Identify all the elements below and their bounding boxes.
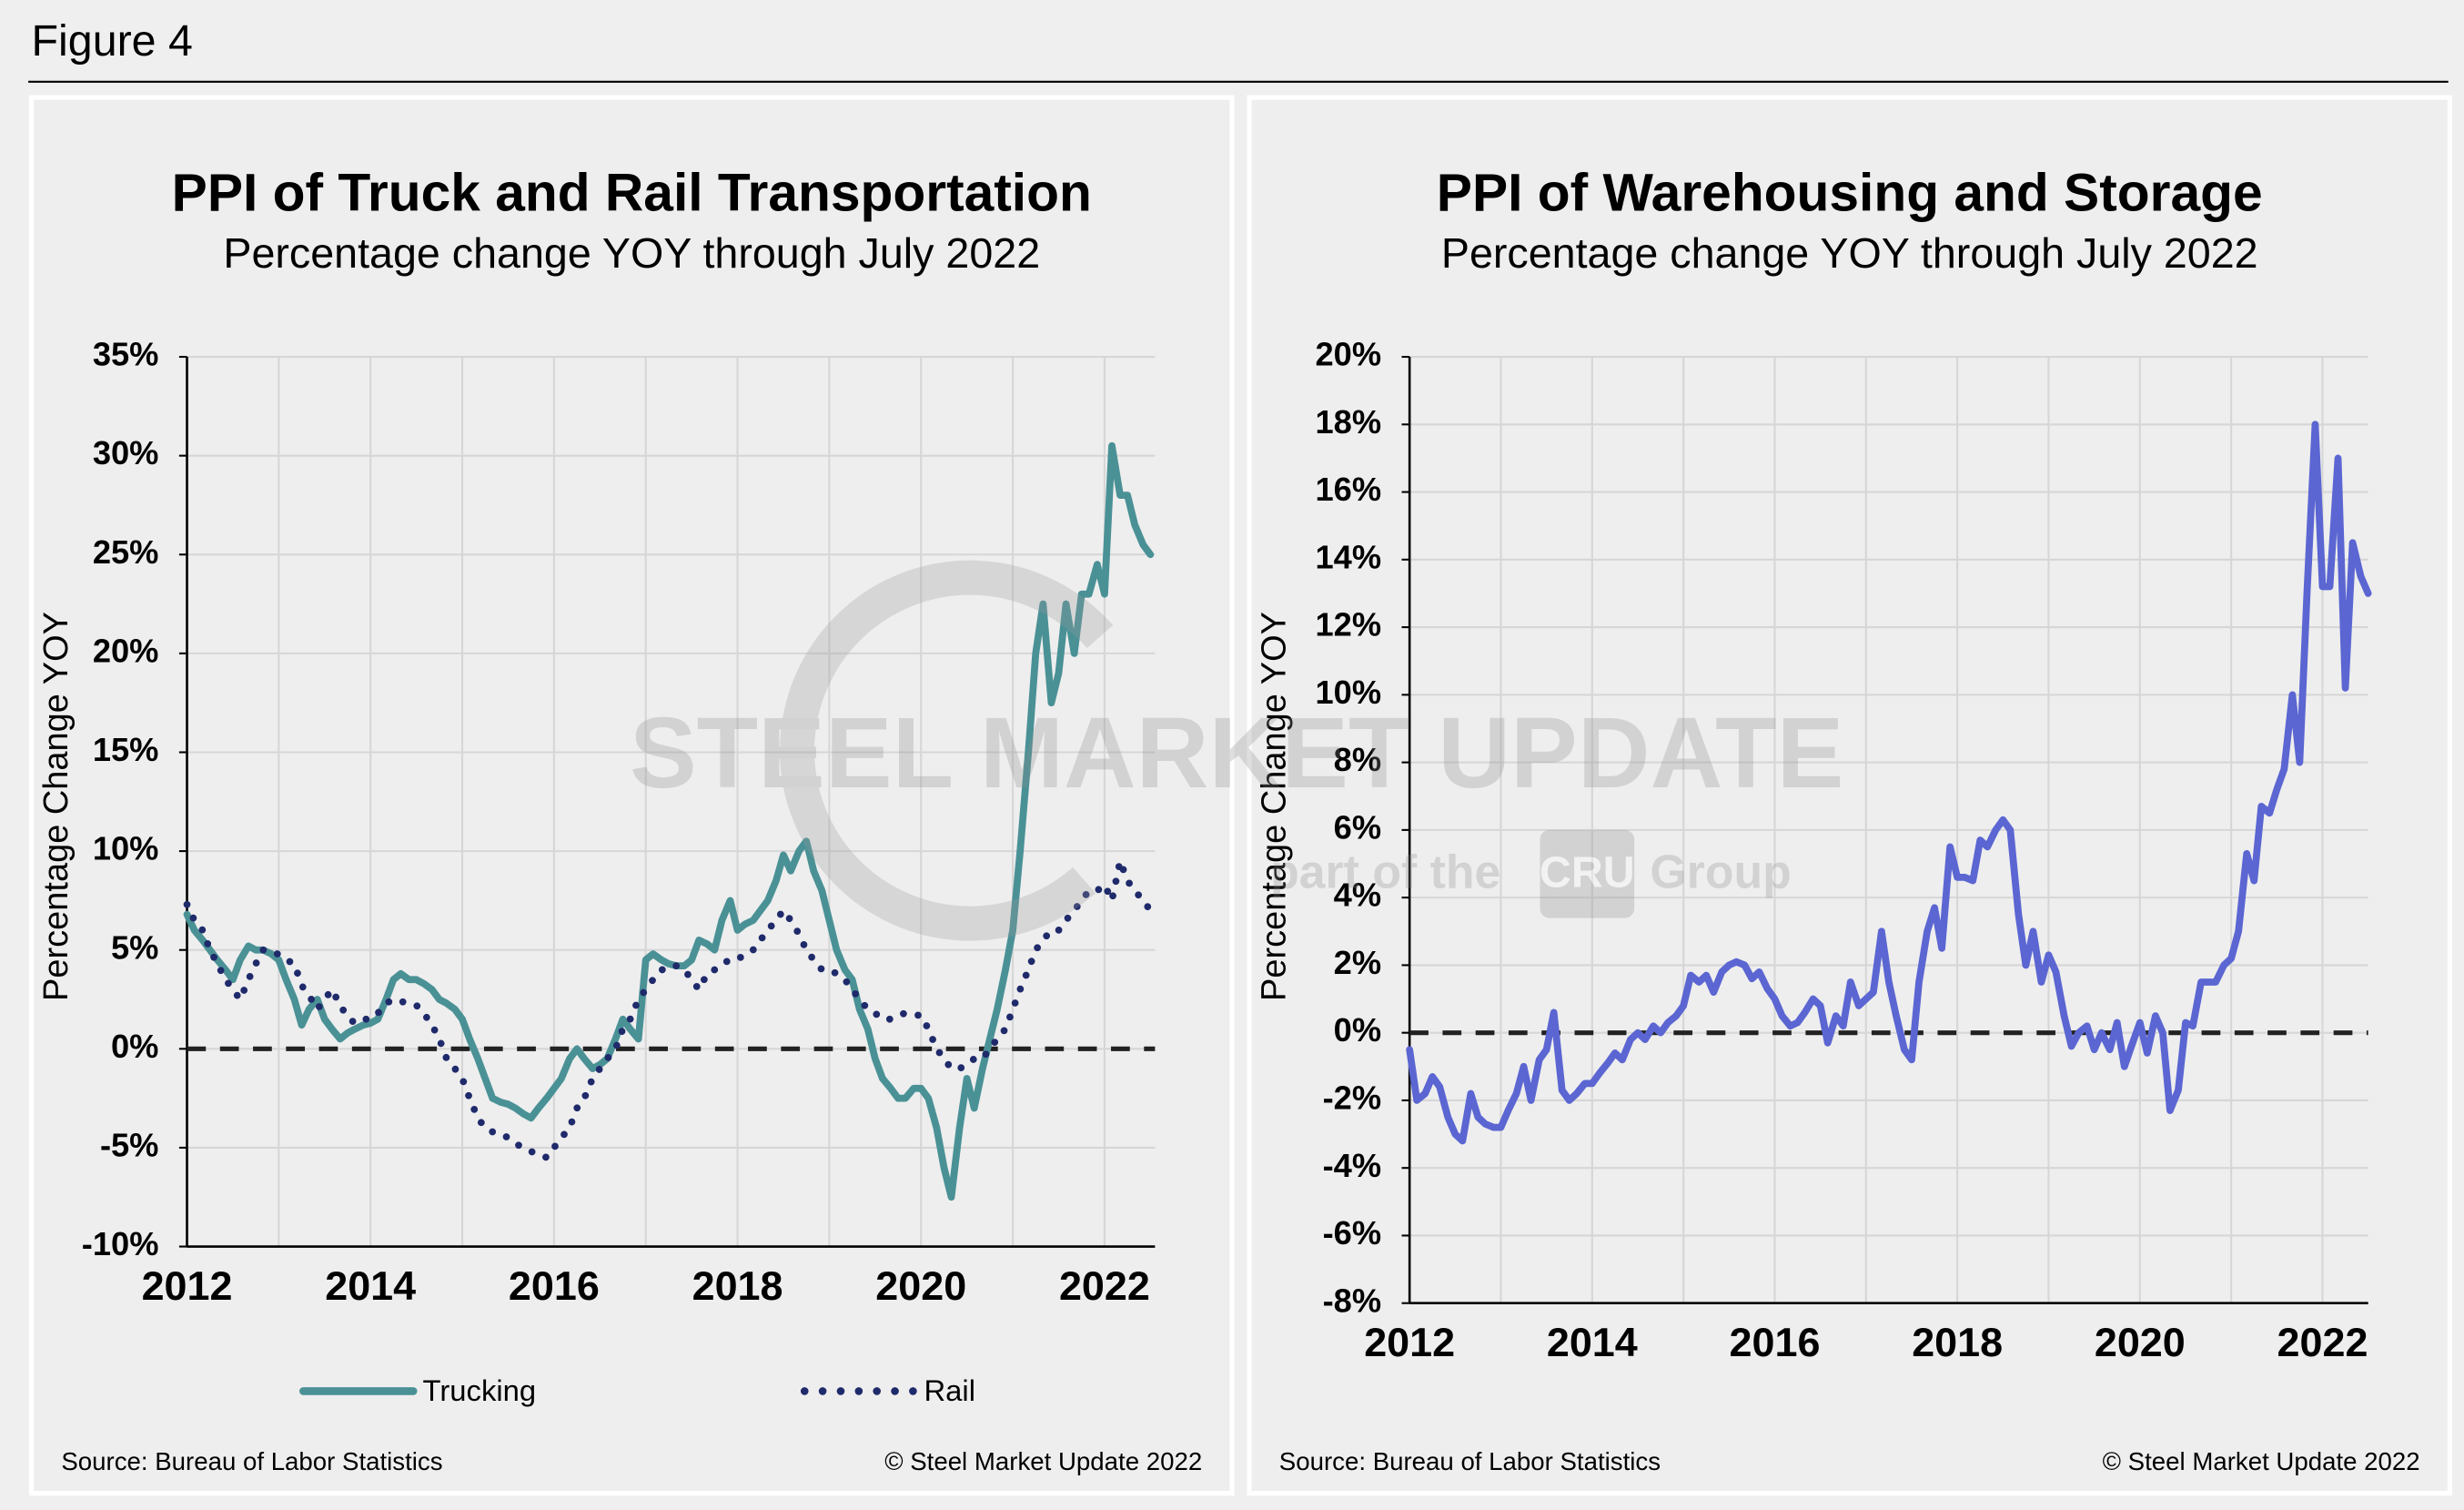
y-tick-label: 2%	[1334, 944, 1381, 981]
panel	[28, 95, 1235, 1496]
x-tick-label: 2016	[1730, 1319, 1821, 1365]
y-tick-label: -8%	[1323, 1282, 1381, 1319]
y-tick-label: 5%	[111, 928, 158, 966]
y-tick-label: 0%	[111, 1028, 158, 1065]
y-tick-label: 12%	[1316, 606, 1382, 644]
y-tick-label: 18%	[1316, 403, 1382, 441]
copyright-note: © Steel Market Update 2022	[884, 1447, 1202, 1475]
y-tick-label: 15%	[93, 731, 159, 768]
watermark-text: Group	[1650, 846, 1791, 898]
y-tick-label: 8%	[1334, 741, 1381, 778]
watermark-text: STEEL MARKET UPDATE	[630, 697, 1843, 809]
x-tick-label: 2012	[1364, 1319, 1455, 1365]
y-tick-label: 25%	[93, 533, 159, 571]
y-tick-label: -6%	[1323, 1214, 1381, 1252]
y-tick-label: -4%	[1323, 1147, 1381, 1184]
y-tick-label: 30%	[93, 434, 159, 471]
x-tick-label: 2020	[2095, 1319, 2186, 1365]
legend-label: Trucking	[423, 1373, 537, 1407]
series-line	[183, 441, 1155, 1201]
watermark-box	[1540, 829, 1635, 918]
chart-subtitle: Percentage change YOY through July 2022	[1441, 229, 2258, 277]
y-tick-label: 6%	[1334, 808, 1381, 846]
figure-label: Figure 4	[32, 16, 193, 66]
y-tick-label: 0%	[1334, 1011, 1381, 1049]
legend-label: Rail	[924, 1373, 976, 1407]
chart-title: PPI of Warehousing and Storage	[1437, 163, 2263, 222]
y-axis-label: Percentage Change YOY	[1255, 612, 1293, 1001]
y-tick-label: 14%	[1316, 538, 1382, 575]
chart-title: PPI of Truck and Rail Transportation	[172, 163, 1092, 222]
x-tick-label: 2022	[2277, 1319, 2368, 1365]
y-tick-label: -10%	[82, 1225, 159, 1262]
y-tick-label: -5%	[100, 1127, 158, 1164]
x-tick-label: 2020	[875, 1262, 966, 1309]
source-note: Source: Bureau of Labor Statistics	[61, 1447, 442, 1475]
y-axis-label: Percentage Change YOY	[37, 612, 76, 1001]
copyright-note: © Steel Market Update 2022	[2103, 1447, 2420, 1475]
x-tick-label: 2018	[692, 1262, 783, 1309]
x-tick-label: 2016	[509, 1262, 600, 1309]
charts: PPI of Truck and Rail Transportation Perc…	[37, 163, 2420, 1475]
chart-subtitle: Percentage change YOY through July 2022	[223, 229, 1040, 277]
x-tick-label: 2014	[325, 1262, 416, 1309]
y-tick-label: 10%	[1316, 674, 1382, 711]
source-note: Source: Bureau of Labor Statistics	[1279, 1447, 1661, 1475]
watermark: STEEL MARKET UPDATE part of the CRU Grou…	[630, 560, 1843, 941]
y-tick-label: 35%	[93, 336, 159, 373]
x-tick-label: 2018	[1912, 1319, 2003, 1365]
y-tick-label: 20%	[1316, 336, 1382, 373]
y-tick-label: 20%	[93, 632, 159, 669]
series-line	[1406, 421, 2372, 1145]
x-tick-label: 2012	[142, 1262, 233, 1309]
panel	[1247, 95, 2453, 1496]
watermark-arc	[780, 560, 1114, 941]
y-tick-label: 16%	[1316, 471, 1382, 508]
watermark-text: part of the	[1270, 846, 1500, 898]
x-tick-label: 2022	[1059, 1262, 1150, 1309]
watermark-text: CRU	[1540, 848, 1635, 897]
y-tick-label: 4%	[1334, 877, 1381, 914]
x-tick-label: 2014	[1547, 1319, 1638, 1365]
y-tick-label: 10%	[93, 830, 159, 867]
y-tick-label: -2%	[1323, 1079, 1381, 1117]
